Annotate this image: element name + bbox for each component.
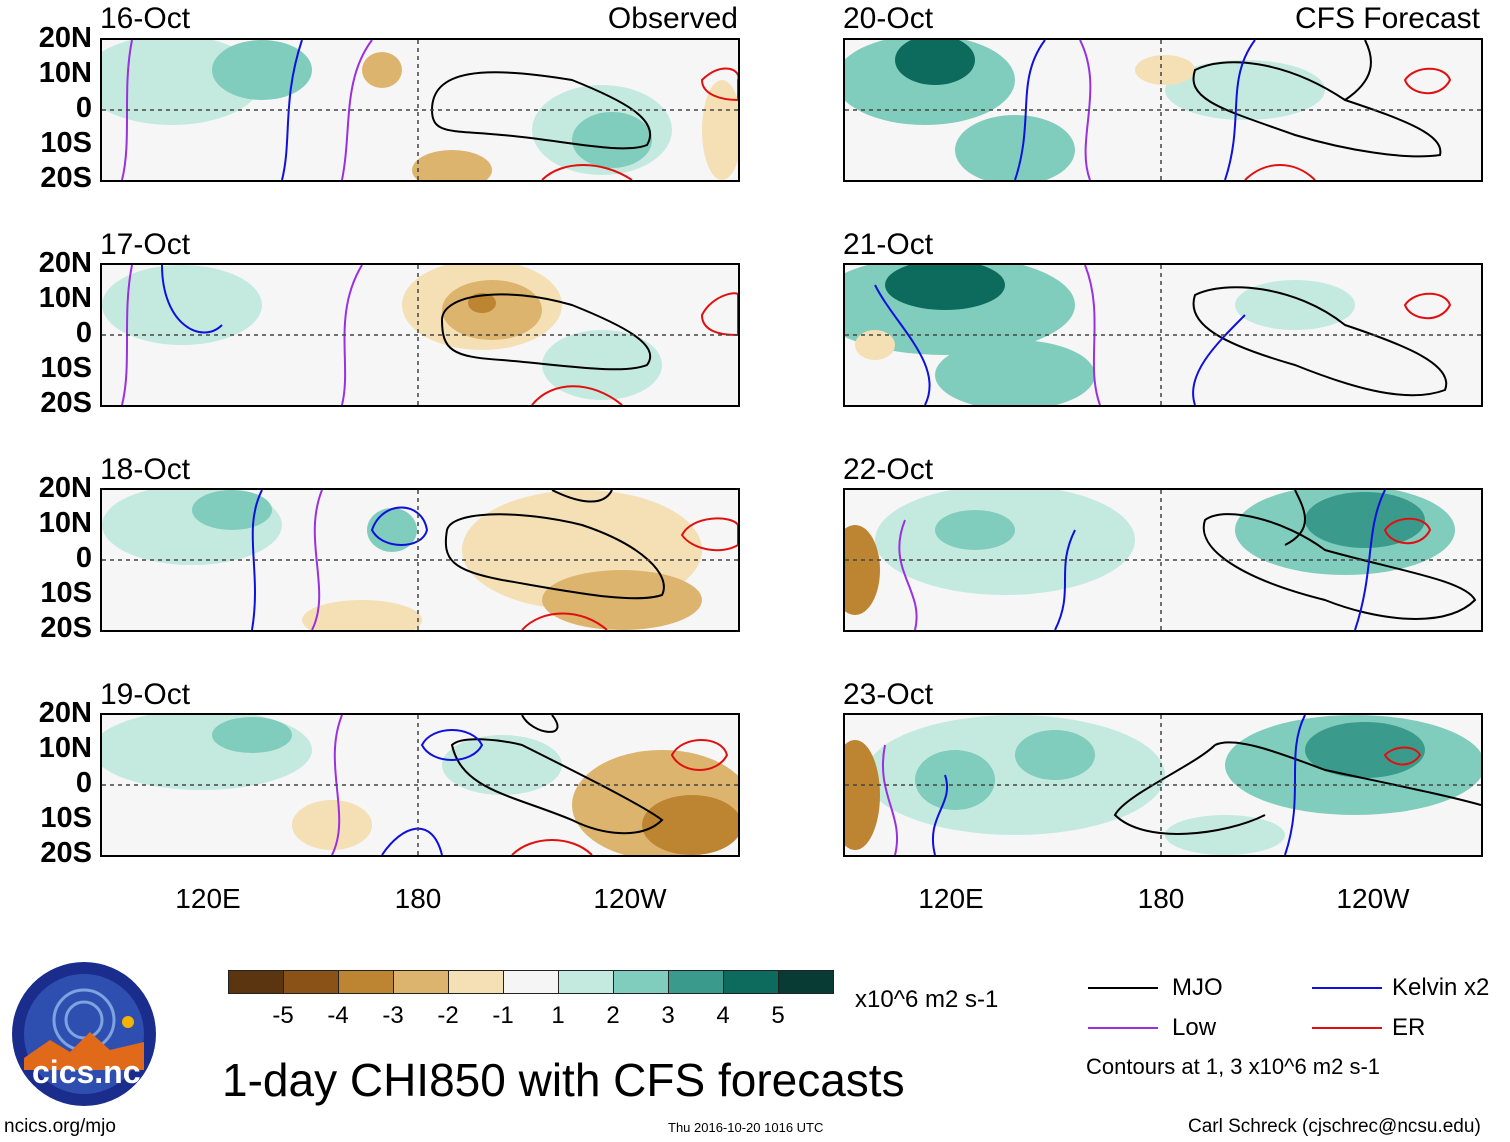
map-panel-16-oct — [100, 38, 740, 182]
lat-label-20n: 20N — [38, 697, 92, 729]
lat-label-20s: 20S — [40, 162, 92, 194]
colorbar-label: -5 — [272, 1002, 294, 1029]
panel-date-20-oct: 20-Oct — [843, 2, 934, 35]
lat-label-10s: 10S — [40, 352, 92, 384]
legend-label-mjo: MJO — [1172, 974, 1223, 1001]
map-drawing — [102, 40, 738, 180]
colorbar-label: -3 — [382, 1002, 404, 1029]
colorbar-box — [723, 970, 779, 994]
panel-date-19-oct: 19-Oct — [100, 678, 191, 711]
footer-timestamp: Thu 2016-10-20 1016 UTC — [668, 1120, 824, 1135]
lat-label-10s: 10S — [40, 577, 92, 609]
colorbar-label: -4 — [327, 1002, 349, 1029]
lat-label-20n: 20N — [38, 22, 92, 54]
lat-label-10s: 10S — [40, 802, 92, 834]
map-panel-18-oct — [100, 488, 740, 632]
colorbar-box — [228, 970, 284, 994]
map-panel-21-oct — [843, 263, 1483, 407]
colorbar-box — [448, 970, 504, 994]
lon-label-180: 180 — [394, 883, 442, 914]
map-panel-20-oct — [843, 38, 1483, 182]
lat-label-20s: 20S — [40, 612, 92, 644]
contours-note: Contours at 1, 3 x10^6 m2 s-1 — [1086, 1054, 1381, 1079]
colorbar-box — [668, 970, 724, 994]
colorbar-label: -2 — [437, 1002, 459, 1029]
lon-label-180: 180 — [1137, 883, 1185, 914]
lat-label-20s: 20S — [40, 387, 92, 419]
observed-label: Observed — [607, 2, 738, 35]
footer-author: Carl Schreck (cjschrec@ncsu.edu) — [1188, 1116, 1481, 1137]
panel-date-21-oct: 21-Oct — [843, 228, 934, 261]
map-panel-17-oct — [100, 263, 740, 407]
logo-text: cics.nc — [32, 1054, 141, 1090]
legend-label-er: ER — [1392, 1014, 1426, 1041]
lat-label-10s: 10S — [40, 127, 92, 159]
lat-label-10n: 10N — [38, 57, 92, 89]
panel-date-22-oct: 22-Oct — [843, 453, 934, 486]
colorbar-box — [558, 970, 614, 994]
legend-line-kelvin — [1312, 987, 1382, 989]
footer-url[interactable]: ncics.org/mjo — [4, 1116, 116, 1137]
colorbar-box — [338, 970, 394, 994]
map-drawing — [102, 490, 738, 630]
legend-label-low: Low — [1172, 1014, 1217, 1041]
panel-date-16-oct: 16-Oct — [100, 2, 191, 35]
colorbar-box — [503, 970, 559, 994]
map-drawing — [102, 715, 738, 855]
lat-label-eq: 0 — [75, 317, 92, 349]
lon-label-120e: 120E — [918, 883, 984, 914]
map-drawing — [845, 715, 1481, 855]
lat-label-10n: 10N — [38, 507, 92, 539]
colorbar-label: -1 — [492, 1002, 514, 1029]
map-drawing — [845, 40, 1481, 180]
colorbar-label: 4 — [716, 1002, 730, 1029]
colorbar-label: 1 — [551, 1002, 565, 1029]
lon-label-120e: 120E — [175, 883, 241, 914]
lon-label-120w: 120W — [593, 883, 667, 914]
colorbar-box — [393, 970, 449, 994]
colorbar-box — [613, 970, 669, 994]
lat-label-20n: 20N — [38, 472, 92, 504]
legend-line-low — [1088, 1027, 1158, 1029]
colorbar-box — [283, 970, 339, 994]
colorbar-label: 2 — [606, 1002, 620, 1029]
map-drawing — [845, 265, 1481, 405]
colorbar-label: 5 — [771, 1002, 785, 1029]
map-panel-19-oct — [100, 713, 740, 857]
colorbar-box — [778, 970, 834, 994]
map-panel-22-oct — [843, 488, 1483, 632]
lat-label-eq: 0 — [75, 767, 92, 799]
legend-line-mjo — [1088, 987, 1158, 989]
lat-label-10n: 10N — [38, 282, 92, 314]
lon-label-120w: 120W — [1336, 883, 1410, 914]
colorbar-label: 3 — [661, 1002, 675, 1029]
map-drawing — [102, 265, 738, 405]
map-drawing — [845, 490, 1481, 630]
lat-label-10n: 10N — [38, 732, 92, 764]
legend-line-er — [1312, 1027, 1382, 1029]
panel-date-23-oct: 23-Oct — [843, 678, 934, 711]
lat-label-20s: 20S — [40, 837, 92, 869]
panel-date-18-oct: 18-Oct — [100, 453, 191, 486]
cics-logo: cics.nc — [10, 960, 158, 1108]
colorbar-units: x10^6 m2 s-1 — [855, 986, 999, 1013]
forecast-label: CFS Forecast — [1294, 2, 1480, 35]
lat-label-20n: 20N — [38, 247, 92, 279]
main-title: 1-day CHI850 with CFS forecasts — [222, 1054, 905, 1106]
lat-label-eq: 0 — [75, 92, 92, 124]
map-panel-23-oct — [843, 713, 1483, 857]
lat-label-eq: 0 — [75, 542, 92, 574]
panel-date-17-oct: 17-Oct — [100, 228, 191, 261]
legend-label-kelvin: Kelvin x2 — [1392, 974, 1490, 1001]
